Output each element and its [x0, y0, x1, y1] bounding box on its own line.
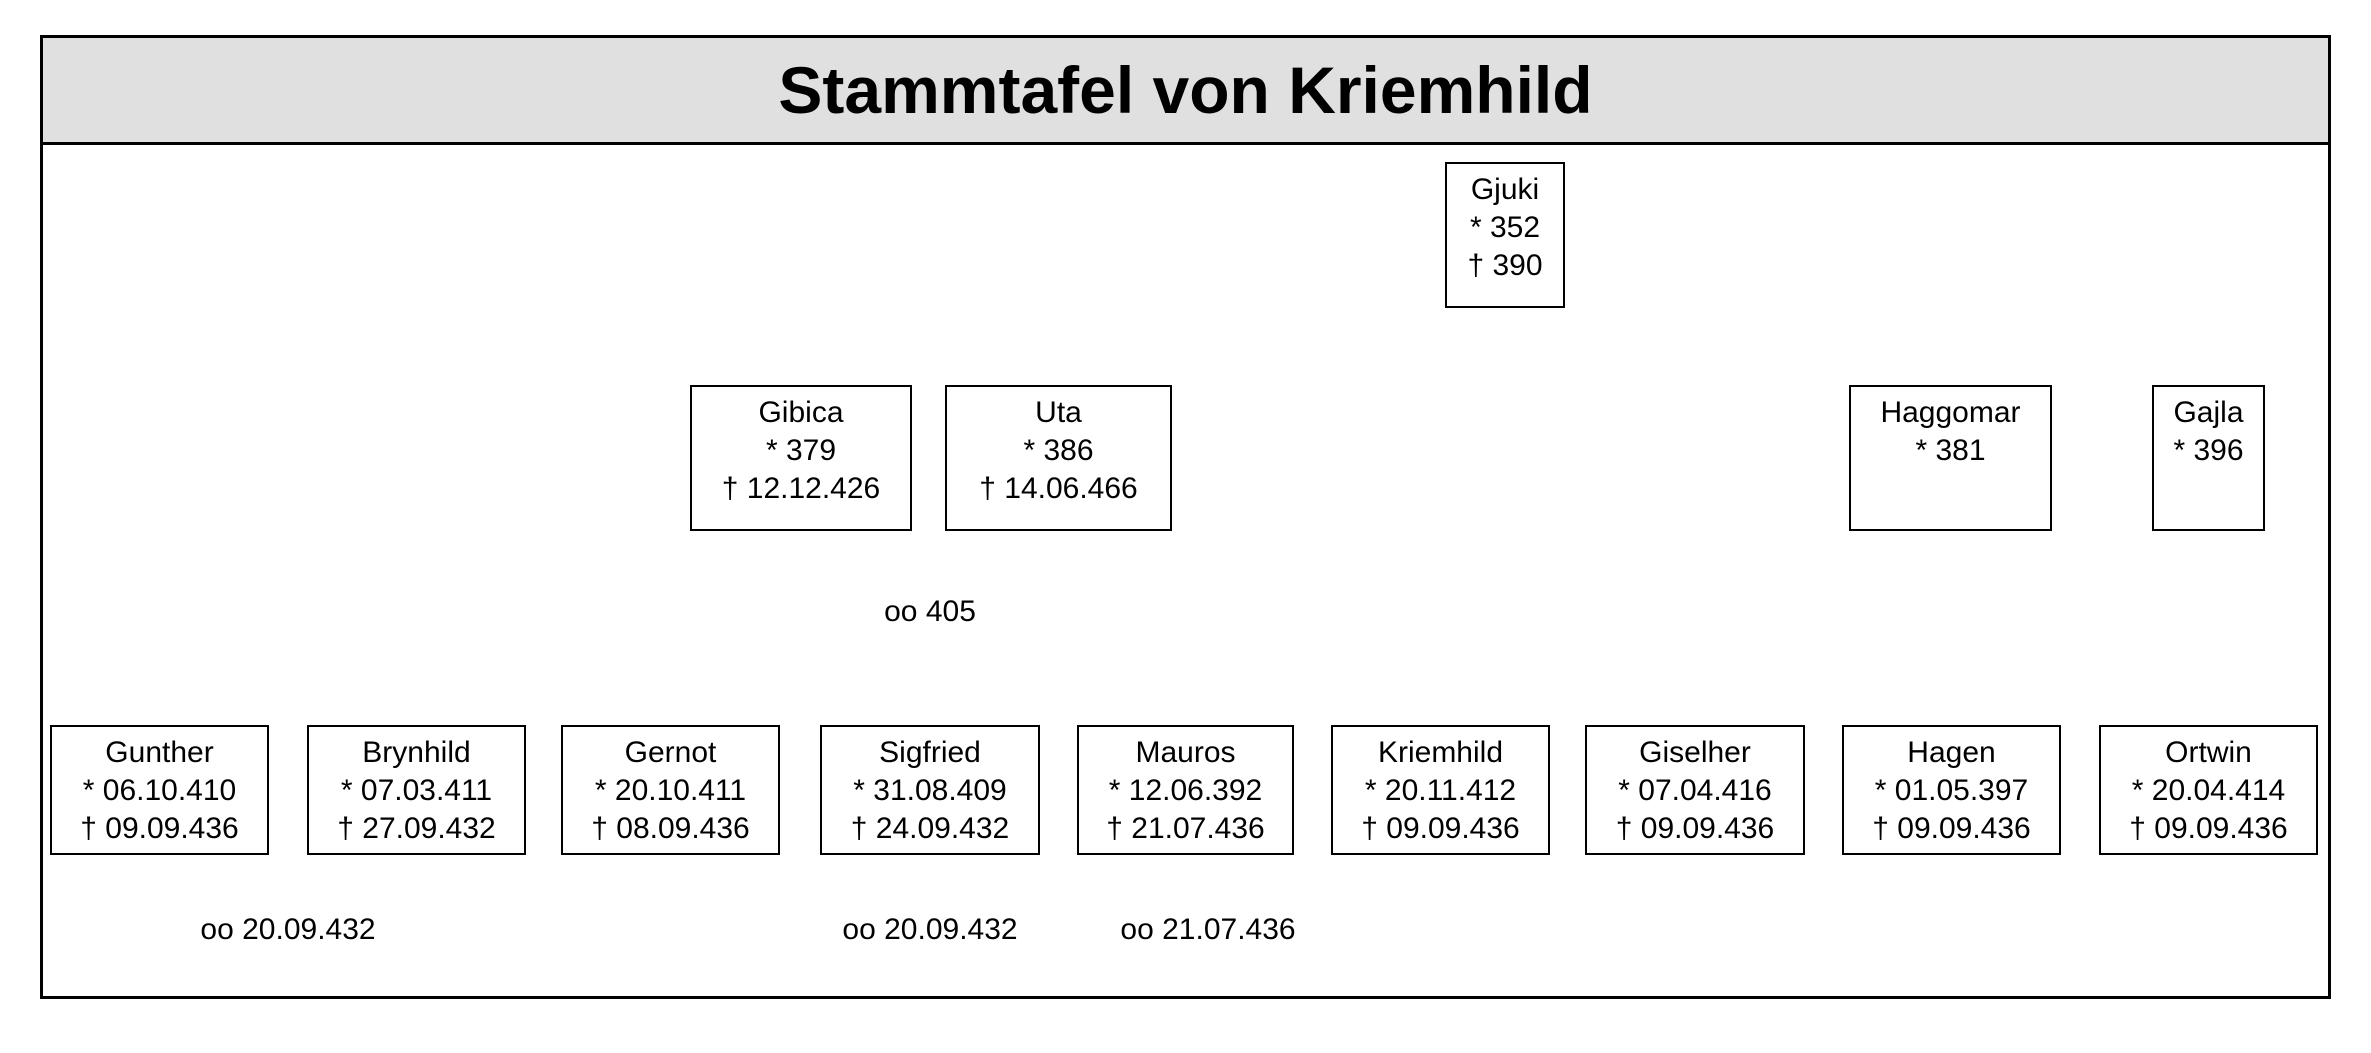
person-box-gibica: Gibica * 379 † 12.12.426	[690, 385, 912, 531]
person-name: Mauros	[1135, 736, 1236, 769]
person-name: Sigfried	[879, 736, 981, 769]
person-death-date: † 09.09.436	[1872, 812, 2031, 845]
person-box-ortwin: Ortwin * 20.04.414 † 09.09.436	[2099, 725, 2318, 855]
person-birth-date: * 20.10.411	[594, 774, 747, 807]
person-name: Kriemhild	[1377, 736, 1504, 769]
person-death-date: † 09.09.436	[80, 812, 239, 845]
page-title: Stammtafel von Kriemhild	[778, 53, 1593, 127]
person-name: Brynhild	[362, 736, 471, 769]
person-death-date: † 24.09.432	[850, 812, 1010, 845]
person-box-gjuki: Gjuki * 352 † 390	[1445, 162, 1565, 308]
person-name: Gernot	[624, 736, 717, 769]
person-birth-date: * 06.10.410	[82, 774, 237, 807]
person-death-date: † 09.09.436	[1615, 812, 1775, 845]
person-death-date: † 14.06.466	[979, 472, 1138, 505]
person-name: Gajla	[2173, 396, 2244, 429]
person-name: Haggomar	[1880, 396, 2021, 429]
person-birth-date: * 379	[765, 434, 837, 467]
person-birth-date: * 20.11.412	[1364, 774, 1517, 807]
person-death-date: † 09.09.436	[2129, 812, 2288, 845]
title-bar: Stammtafel von Kriemhild	[40, 35, 2331, 145]
person-box-gunther: Gunther * 06.10.410 † 09.09.436	[50, 725, 269, 855]
marriage-label-gibica-uta: oo 405	[884, 595, 976, 628]
person-death-date: † 12.12.426	[721, 472, 881, 505]
marriage-label-gunther-brynhild: oo 20.09.432	[200, 913, 376, 946]
person-name: Ortwin	[2165, 736, 2252, 769]
person-death-date: † 08.09.436	[591, 812, 750, 845]
person-name: Gibica	[758, 396, 844, 429]
person-death-date: † 21.07.436	[1106, 812, 1265, 845]
person-box-brynhild: Brynhild * 07.03.411 † 27.09.432	[307, 725, 526, 855]
person-birth-date: * 07.03.411	[340, 774, 493, 807]
person-birth-date: * 396	[2173, 434, 2244, 467]
person-box-uta: Uta * 386 † 14.06.466	[945, 385, 1172, 531]
person-name: Gunther	[105, 736, 214, 769]
person-birth-date: * 386	[1023, 434, 1094, 467]
person-birth-date: * 381	[1915, 434, 1986, 467]
person-box-hagen: Hagen * 01.05.397 † 09.09.436	[1842, 725, 2061, 855]
person-birth-date: * 31.08.409	[853, 774, 1007, 807]
person-box-haggomar: Haggomar * 381	[1849, 385, 2052, 531]
person-box-gajla: Gajla * 396	[2152, 385, 2265, 531]
person-box-giselher: Giselher * 07.04.416 † 09.09.436	[1585, 725, 1805, 855]
person-name: Hagen	[1907, 736, 1996, 769]
person-birth-date: * 352	[1469, 211, 1541, 244]
person-death-date: † 27.09.432	[337, 812, 496, 845]
person-death-date: † 09.09.436	[1361, 812, 1520, 845]
marriage-label-sigfried-kriemhild: oo 20.09.432	[842, 913, 1018, 946]
person-death-date: † 390	[1467, 249, 1543, 282]
person-birth-date: * 07.04.416	[1618, 774, 1772, 807]
person-birth-date: * 01.05.397	[1874, 774, 2029, 807]
person-birth-date: * 20.04.414	[2131, 774, 2286, 807]
person-birth-date: * 12.06.392	[1108, 774, 1263, 807]
person-box-gernot: Gernot * 20.10.411 † 08.09.436	[561, 725, 780, 855]
person-name: Gjuki	[1470, 173, 1540, 206]
person-name: Giselher	[1639, 736, 1751, 769]
person-box-mauros: Mauros * 12.06.392 † 21.07.436	[1077, 725, 1294, 855]
person-box-sigfried: Sigfried * 31.08.409 † 24.09.432	[820, 725, 1040, 855]
person-name: Uta	[1035, 396, 1082, 429]
marriage-label-mauros-kriemhild: oo 21.07.436	[1120, 913, 1296, 946]
person-box-kriemhild: Kriemhild * 20.11.412 † 09.09.436	[1331, 725, 1550, 855]
